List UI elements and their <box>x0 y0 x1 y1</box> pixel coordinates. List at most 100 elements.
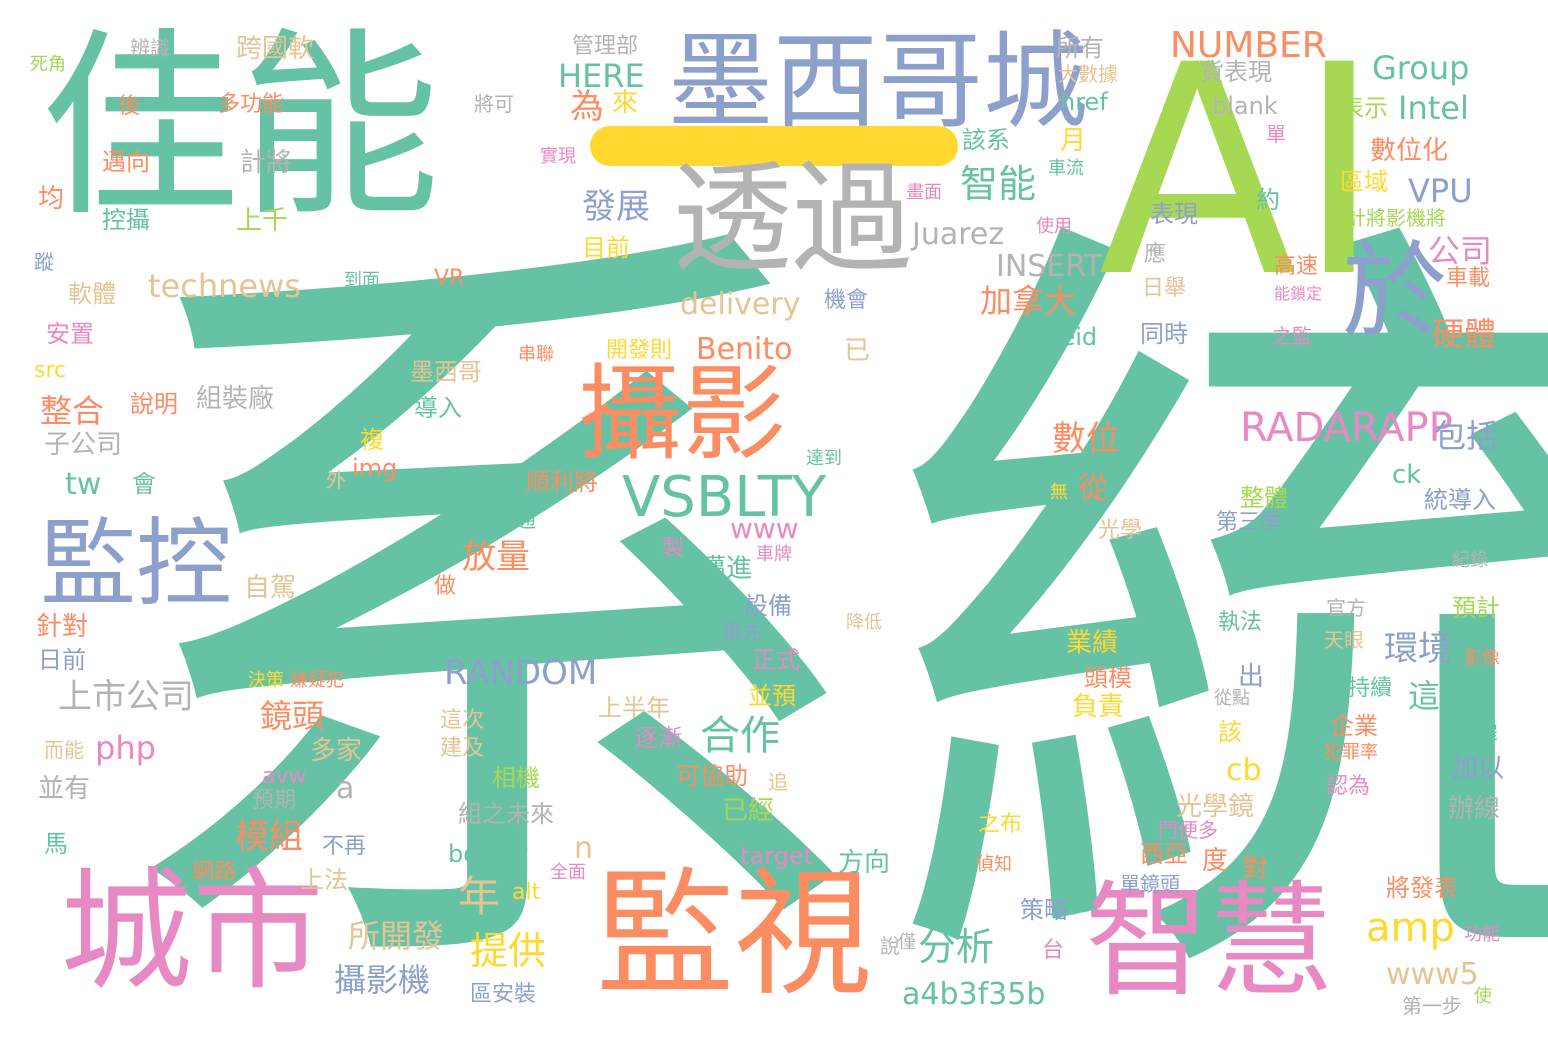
word-186: 可協助 <box>676 762 748 790</box>
word-127: 僅 <box>898 932 916 953</box>
word-111: 外 <box>326 468 346 492</box>
word-147: 加以 <box>1452 754 1505 784</box>
word-91: 針對 <box>36 612 89 642</box>
word-171: 預計將影機將 <box>1326 206 1446 230</box>
word-74: 後 <box>118 94 141 119</box>
word-45: 鏡頭 <box>260 697 325 735</box>
word-99: 預期 <box>252 788 297 813</box>
word-126: 說 <box>880 934 900 958</box>
word-16: Intel <box>1398 89 1469 127</box>
word-0: 系統 <box>95 160 1548 1052</box>
word-169: 高速 <box>1274 254 1319 279</box>
word-14: Group <box>1372 49 1470 87</box>
word-69: 大數據 <box>1058 62 1118 86</box>
word-7: 監控 <box>40 508 232 620</box>
word-35: 表現 <box>1150 200 1198 228</box>
word-93: 並有 <box>38 774 91 804</box>
word-12: RADARAPP <box>1240 405 1453 451</box>
word-168: 能鎖定 <box>1274 284 1323 303</box>
word-54: 攝影機 <box>334 961 431 999</box>
word-28: Benito <box>696 332 793 367</box>
word-87: 組裝廠 <box>196 384 275 414</box>
word-140: 負責 <box>1072 692 1125 722</box>
word-149: 遍布 <box>1452 834 1497 859</box>
word-116: 這次 <box>440 708 485 733</box>
word-85: src <box>34 358 67 383</box>
word-56: www5 <box>1386 957 1479 992</box>
word-53: 分析 <box>918 925 995 969</box>
word-125: 台 <box>1042 938 1065 963</box>
word-110: 複 <box>360 426 384 454</box>
word-66: blank <box>1212 92 1278 120</box>
word-75: 多功能 <box>218 92 285 117</box>
word-11: VSBLTY <box>622 465 827 530</box>
word-153: 影像 <box>1464 648 1500 669</box>
word-15: HERE <box>558 57 645 95</box>
word-83: 軟體 <box>68 280 116 308</box>
word-121: alt <box>512 880 541 905</box>
word-170: 應 <box>1144 242 1167 267</box>
word-154: 天眼 <box>1324 628 1364 652</box>
word-42: 合作 <box>700 713 780 759</box>
word-95: 而能 <box>44 738 84 762</box>
word-145: 可持續 <box>1326 676 1393 701</box>
word-181: VR <box>434 266 465 291</box>
word-23: delivery <box>680 287 801 322</box>
word-115: 做 <box>434 574 457 599</box>
word-20: Juarez <box>912 217 1005 252</box>
word-48: 年 <box>458 872 501 921</box>
word-138: 該 <box>1218 718 1242 746</box>
word-52: 提供 <box>470 929 547 973</box>
word-44: 這套 <box>1408 677 1473 715</box>
word-59: 方向 <box>838 848 891 878</box>
word-157: 紀錄 <box>1452 550 1488 571</box>
word-82: 蹤 <box>34 250 54 274</box>
word-197: 無 <box>1050 482 1068 503</box>
word-33: 數位化 <box>1370 136 1449 166</box>
word-190: 正式 <box>752 646 800 674</box>
word-70: 管理部 <box>572 34 639 59</box>
word-84: 安置 <box>46 320 94 348</box>
word-163: 光學 <box>1098 518 1143 543</box>
word-88: 子公司 <box>44 430 123 460</box>
word-150: 認為 <box>1326 774 1371 799</box>
word-123: 區安裝 <box>470 982 537 1007</box>
word-43: 環境 <box>1384 629 1452 669</box>
word-31: 從 <box>1078 471 1108 506</box>
word-73: 死角 <box>30 54 66 75</box>
word-13: NUMBER <box>1170 25 1327 66</box>
word-132: 度 <box>1202 846 1229 876</box>
word-122: 全面 <box>550 862 586 883</box>
word-135: 偵知 <box>976 854 1012 875</box>
word-100: avw <box>262 764 307 789</box>
word-101: 多家 <box>310 736 363 766</box>
word-151: 犯罪率 <box>1324 742 1378 763</box>
word-60: a <box>336 771 355 806</box>
word-165: 之監 <box>1272 324 1312 348</box>
word-41: 上市公司 <box>58 677 194 717</box>
word-166: 同時 <box>1140 320 1188 348</box>
word-17: VPU <box>1408 172 1473 210</box>
word-128: 功能 <box>1464 924 1500 945</box>
word-189: 並預 <box>748 682 796 710</box>
word-98: 不再 <box>322 834 367 859</box>
word-86: 說明 <box>130 390 178 418</box>
word-27: 車載 <box>1446 266 1491 291</box>
word-71: 跨國軟 <box>236 34 315 64</box>
word-130: 將發表 <box>1386 874 1458 902</box>
word-103: 嫌疑犯 <box>290 670 344 691</box>
word-137: 門便多 <box>1158 818 1218 842</box>
word-25: 公司 <box>1428 232 1493 270</box>
word-5: 於 <box>1342 231 1448 353</box>
word-184: 上半年 <box>598 694 670 722</box>
word-97: 上法 <box>300 866 348 894</box>
word-192: 設備 <box>744 592 792 620</box>
word-162: 第三季 <box>1216 510 1283 535</box>
word-114: 製 <box>662 536 685 561</box>
word-156: 預計 <box>1452 594 1500 622</box>
word-159: 統導入 <box>1424 486 1496 514</box>
word-106: 開發則 <box>606 338 673 363</box>
word-160: ck <box>1392 460 1422 490</box>
word-167: 日舉 <box>1142 276 1187 301</box>
